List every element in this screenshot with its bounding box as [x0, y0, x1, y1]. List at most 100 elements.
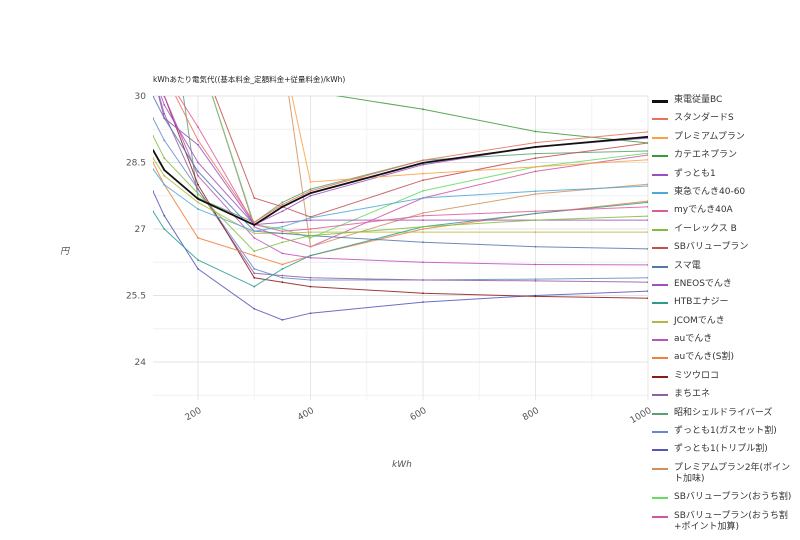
legend-item[interactable]: 東電従量BC	[652, 95, 800, 106]
legend-swatch	[652, 320, 668, 323]
legend-item[interactable]: auでんき	[652, 334, 800, 345]
legend-item[interactable]: SBバリュープラン(おうち割)	[652, 492, 800, 503]
x-tick-label: 600	[409, 406, 429, 423]
legend-item[interactable]: ENEOSでんき	[652, 279, 800, 290]
data-point	[422, 159, 424, 162]
legend-item[interactable]: HTBエナジー	[652, 297, 800, 308]
legend-item[interactable]: スマ電	[652, 261, 800, 272]
data-point	[309, 231, 312, 234]
data-point	[647, 248, 648, 250]
data-point	[153, 149, 154, 151]
data-point	[309, 279, 312, 281]
x-axis-label: kWh	[392, 460, 412, 470]
data-point	[152, 51, 154, 53]
data-point	[422, 261, 424, 264]
data-point	[152, 51, 154, 53]
data-point	[281, 274, 284, 277]
data-point	[197, 183, 199, 186]
data-point	[647, 281, 648, 284]
data-point	[153, 157, 154, 159]
data-point	[534, 279, 537, 282]
legend-item[interactable]: ずっとも1(トリプル割)	[652, 444, 800, 455]
data-point	[253, 230, 256, 233]
data-point	[647, 200, 648, 202]
data-point	[163, 51, 165, 53]
data-point	[197, 192, 199, 195]
series-line-9	[153, 96, 648, 250]
legend-item[interactable]: ミツウロコ	[652, 371, 800, 382]
data-point	[534, 231, 537, 234]
legend-item[interactable]: JCOMでんき	[652, 316, 800, 327]
legend-swatch	[652, 210, 668, 213]
data-point	[152, 51, 154, 53]
data-point	[197, 268, 199, 270]
data-point	[281, 205, 284, 208]
data-point	[534, 152, 537, 155]
series-line-3	[335, 96, 648, 144]
legend-item[interactable]: myでんき40A	[652, 205, 800, 216]
data-point	[647, 205, 648, 208]
data-point	[647, 276, 648, 279]
legend-label: スタンダードS	[674, 113, 734, 124]
series-line-11	[153, 201, 648, 288]
data-point	[163, 117, 166, 120]
legend-item[interactable]: イーレックス B	[652, 224, 800, 235]
legend-swatch	[652, 265, 668, 268]
legend-swatch	[652, 412, 668, 415]
legend-item[interactable]: ずっとも1	[652, 169, 800, 180]
data-point	[647, 183, 648, 186]
data-point	[197, 174, 199, 177]
data-point	[534, 193, 537, 195]
legend-item[interactable]: SBバリュープラン	[652, 242, 800, 253]
data-point	[422, 231, 424, 234]
data-point	[281, 51, 283, 53]
legend-item[interactable]: 昭和シェルドライバーズ	[652, 408, 800, 419]
legend-swatch	[652, 118, 668, 121]
legend-item[interactable]: 東急でんき40-60	[652, 187, 800, 198]
data-point	[534, 219, 537, 222]
data-point	[163, 214, 166, 217]
legend-item[interactable]: スタンダードS	[652, 113, 800, 124]
data-point	[309, 189, 312, 192]
data-point	[253, 225, 256, 228]
data-point	[281, 268, 284, 270]
data-point	[197, 188, 199, 191]
legend-swatch	[652, 431, 668, 434]
data-point	[309, 234, 312, 237]
data-point	[309, 285, 312, 288]
data-point	[197, 161, 199, 164]
data-point	[152, 60, 154, 62]
legend-item[interactable]: auでんき(S割)	[652, 352, 800, 363]
legend-item[interactable]: SBバリュープラン(おうち割+ポイント加算)	[652, 511, 800, 533]
legend-label: イーレックス B	[674, 223, 737, 234]
legend-item[interactable]: プレミアムプラン	[652, 132, 800, 143]
data-point	[309, 181, 312, 183]
data-point	[647, 231, 648, 234]
data-point	[253, 232, 256, 235]
series-line-2	[291, 96, 648, 183]
data-point	[309, 254, 312, 257]
data-point	[253, 221, 256, 224]
data-point	[253, 236, 256, 239]
legend-label: プレミアムプラン	[674, 131, 745, 142]
data-point	[153, 161, 154, 164]
legend-item[interactable]: ずっとも1(ガスセット割)	[652, 426, 800, 437]
data-point	[253, 250, 256, 253]
data-point	[534, 146, 537, 148]
data-point	[253, 276, 256, 279]
legend-swatch	[652, 228, 668, 231]
x-tick-label: 800	[521, 406, 541, 423]
legend-swatch	[652, 467, 668, 470]
legend-swatch	[652, 375, 668, 378]
series-lines	[152, 51, 648, 321]
legend-item[interactable]: まちエネ	[652, 389, 800, 400]
legend-swatch	[652, 100, 668, 103]
legend-swatch	[652, 247, 668, 250]
data-point	[281, 230, 284, 233]
legend-label: ENEOSでんき	[674, 278, 732, 289]
data-point	[153, 96, 154, 97]
legend-swatch	[652, 302, 668, 305]
legend-item[interactable]: プレミアムプラン2年(ポイント加味)	[652, 463, 800, 485]
legend-label: SBバリュープラン(おうち割)	[674, 492, 792, 503]
legend-item[interactable]: カテエネプラン	[652, 150, 800, 161]
